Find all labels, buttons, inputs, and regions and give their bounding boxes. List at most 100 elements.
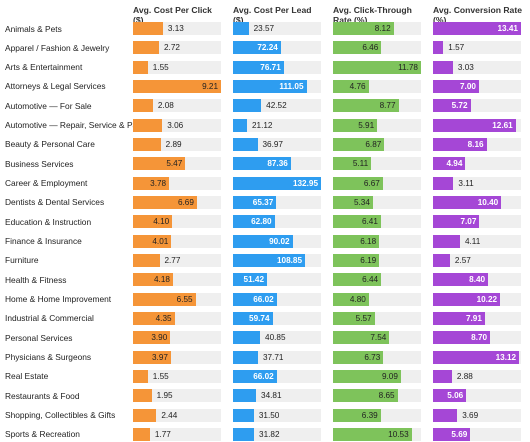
data-label: 90.02 — [269, 236, 290, 246]
bar — [333, 311, 375, 325]
bar — [233, 22, 249, 35]
data-label: 59.74 — [249, 313, 270, 323]
category-label: Finance & Insurance — [5, 236, 82, 247]
category-label: Business Services — [5, 158, 74, 169]
category-label: Health & Fitness — [5, 274, 67, 285]
category-label: Industrial & Commercial — [5, 313, 94, 324]
bar — [333, 99, 399, 113]
data-label: 8.12 — [374, 24, 391, 33]
bar — [433, 157, 466, 171]
category-label: Animals & Pets — [5, 23, 62, 34]
bar — [433, 22, 521, 35]
bar-track — [133, 427, 221, 441]
bar — [433, 311, 485, 325]
bar — [133, 176, 170, 190]
category-label: Real Estate — [5, 371, 49, 382]
bar — [433, 60, 453, 74]
data-label: 6.44 — [362, 275, 379, 285]
data-label: 132.95 — [292, 178, 318, 188]
bar — [133, 215, 173, 229]
data-label: 4.80 — [349, 294, 366, 304]
data-label: 87.36 — [267, 159, 288, 169]
bar — [333, 118, 378, 132]
bar — [433, 195, 502, 209]
category-label: Furniture — [5, 255, 39, 266]
data-label: 3.13 — [167, 24, 184, 33]
bar — [233, 215, 275, 229]
data-label: 111.05 — [279, 81, 304, 91]
bar — [133, 292, 196, 306]
category-label: Restaurants & Food — [5, 390, 80, 401]
category-label: Physicians & Surgeons — [5, 352, 92, 363]
bar — [333, 176, 383, 190]
category-label: Beauty & Personal Care — [5, 139, 95, 150]
bar — [333, 137, 385, 151]
bar-track — [433, 41, 521, 55]
bar — [433, 369, 452, 383]
data-label: 1.57 — [448, 43, 465, 53]
bar — [433, 331, 491, 345]
category-label: Sports & Recreation — [5, 429, 80, 440]
category-label: Career & Employment — [5, 178, 88, 189]
data-label: 6.18 — [360, 236, 377, 246]
bar — [233, 79, 307, 93]
data-label: 10.22 — [476, 294, 498, 304]
bar — [333, 350, 384, 364]
bar — [333, 427, 412, 441]
bar — [133, 311, 175, 325]
bar — [233, 273, 267, 287]
data-label: 13.41 — [497, 24, 519, 33]
bar — [333, 234, 380, 248]
bar — [133, 331, 171, 345]
bar — [333, 157, 372, 171]
data-label: 23.57 — [253, 24, 275, 33]
bar — [133, 137, 161, 151]
bar — [333, 292, 369, 306]
data-label: 7.00 — [459, 81, 476, 91]
bar — [233, 60, 284, 74]
data-label: 8.77 — [379, 101, 396, 111]
data-label: 2.88 — [456, 371, 473, 381]
data-label: 5.72 — [451, 101, 468, 111]
data-label: 76.71 — [260, 62, 281, 72]
category-label: Dentists & Dental Services — [5, 197, 105, 208]
bar — [233, 331, 260, 345]
data-label: 6.19 — [360, 255, 377, 265]
data-label: 3.78 — [150, 178, 167, 188]
column-header: Avg. Cost Per Lead ($) — [233, 5, 312, 25]
data-label: 3.11 — [458, 178, 474, 188]
bar-track — [433, 176, 521, 190]
data-label: 8.16 — [467, 139, 484, 149]
bar — [133, 273, 173, 287]
bar — [233, 137, 258, 151]
data-label: 11.78 — [398, 62, 418, 72]
bar-track — [133, 99, 221, 113]
bar — [433, 79, 479, 93]
data-label: 6.69 — [177, 197, 194, 207]
column-header: Avg. Conversion Rate (%) — [433, 5, 522, 25]
data-label: 40.85 — [265, 333, 286, 343]
data-label: 66.02 — [253, 294, 274, 304]
bar-track — [433, 60, 521, 74]
bar — [433, 389, 467, 403]
bar — [133, 350, 171, 364]
data-label: 7.91 — [465, 313, 482, 323]
category-label: Arts & Entertainment — [5, 62, 83, 73]
data-label: 3.06 — [167, 120, 184, 130]
bar — [233, 427, 255, 441]
bar — [333, 273, 382, 287]
category-label: Automotive — For Sale — [5, 100, 92, 111]
data-label: 6.73 — [364, 352, 381, 362]
data-label: 65.37 — [252, 197, 274, 207]
data-label: 37.71 — [262, 352, 284, 362]
bar — [233, 253, 305, 267]
data-label: 4.76 — [349, 81, 366, 91]
bar — [333, 331, 390, 345]
data-label: 8.70 — [471, 333, 488, 343]
bar — [233, 292, 277, 306]
bar — [433, 427, 471, 441]
data-label: 4.35 — [155, 313, 172, 323]
bar-track — [233, 408, 321, 422]
column-header: Avg. Cost Per Click ($) — [133, 5, 212, 25]
category-label: Shopping, Collectibles & Gifts — [5, 410, 116, 421]
